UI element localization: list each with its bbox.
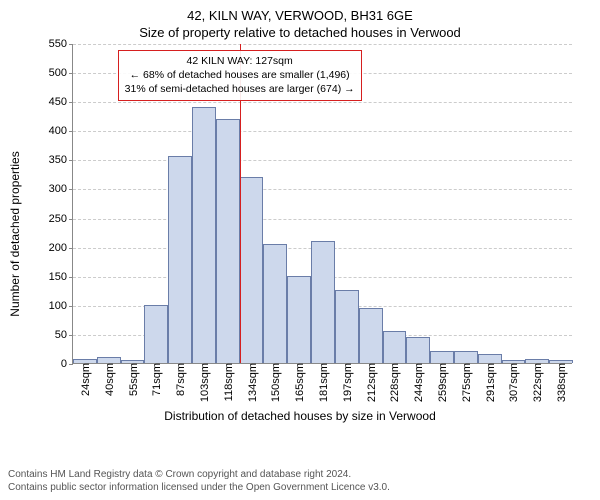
x-tick-label: 212sqm xyxy=(366,363,378,402)
plot-area: 05010015020025030035040045050055024sqm40… xyxy=(72,44,572,364)
histogram-bar xyxy=(359,308,383,363)
y-tick-label: 0 xyxy=(61,358,73,370)
gridline xyxy=(73,102,572,103)
histogram-bar xyxy=(335,290,359,363)
x-tick-label: 291sqm xyxy=(485,363,497,402)
y-tick-label: 350 xyxy=(49,154,73,166)
histogram-bar xyxy=(287,276,311,363)
y-tick-label: 450 xyxy=(49,96,73,108)
x-tick-label: 181sqm xyxy=(318,363,330,402)
x-tick-label: 228sqm xyxy=(389,363,401,402)
histogram-bar xyxy=(168,156,192,363)
gridline xyxy=(73,219,572,220)
y-tick-label: 500 xyxy=(49,67,73,79)
gridline xyxy=(73,160,572,161)
annotation-line: ← 68% of detached houses are smaller (1,… xyxy=(125,68,355,82)
gridline xyxy=(73,189,572,190)
histogram-bar xyxy=(216,119,240,363)
histogram-bar xyxy=(144,305,168,363)
x-tick-label: 244sqm xyxy=(413,363,425,402)
y-axis-label: Number of detached properties xyxy=(8,151,22,316)
footer-line: Contains public sector information licen… xyxy=(8,482,390,495)
y-tick-label: 200 xyxy=(49,242,73,254)
y-tick-label: 150 xyxy=(49,271,73,283)
x-tick-label: 307sqm xyxy=(508,363,520,402)
chart-container: Number of detached properties 0501001502… xyxy=(20,44,580,424)
x-tick-label: 87sqm xyxy=(175,363,187,396)
y-tick-label: 550 xyxy=(49,38,73,50)
x-tick-label: 165sqm xyxy=(294,363,306,402)
histogram-bar xyxy=(240,177,264,363)
x-tick-label: 40sqm xyxy=(104,363,116,396)
x-tick-label: 322sqm xyxy=(532,363,544,402)
annotation-line: 42 KILN WAY: 127sqm xyxy=(125,54,355,68)
x-tick-label: 338sqm xyxy=(556,363,568,402)
y-tick-label: 50 xyxy=(55,329,73,341)
annotation-line: 31% of semi-detached houses are larger (… xyxy=(125,82,355,96)
histogram-bar xyxy=(192,107,216,363)
attribution-footer: Contains HM Land Registry data © Crown c… xyxy=(8,469,390,494)
gridline xyxy=(73,131,572,132)
x-tick-label: 259sqm xyxy=(437,363,449,402)
x-tick-label: 71sqm xyxy=(151,363,163,396)
footer-line: Contains HM Land Registry data © Crown c… xyxy=(8,469,390,482)
x-tick-label: 55sqm xyxy=(128,363,140,396)
y-tick-label: 250 xyxy=(49,213,73,225)
x-tick-label: 103sqm xyxy=(199,363,211,402)
x-tick-label: 134sqm xyxy=(247,363,259,402)
y-tick-label: 400 xyxy=(49,125,73,137)
y-tick-label: 300 xyxy=(49,183,73,195)
x-tick-label: 150sqm xyxy=(270,363,282,402)
x-tick-label: 275sqm xyxy=(461,363,473,402)
x-tick-label: 197sqm xyxy=(342,363,354,402)
chart-title-main: 42, KILN WAY, VERWOOD, BH31 6GE xyxy=(0,0,600,23)
gridline xyxy=(73,44,572,45)
histogram-bar xyxy=(263,244,287,363)
y-tick-label: 100 xyxy=(49,300,73,312)
histogram-bar xyxy=(383,331,407,363)
x-tick-label: 118sqm xyxy=(223,363,235,401)
histogram-bar xyxy=(311,241,335,363)
histogram-bar xyxy=(478,354,502,363)
annotation-box: 42 KILN WAY: 127sqm← 68% of detached hou… xyxy=(118,50,362,101)
histogram-bar xyxy=(454,351,478,363)
histogram-bar xyxy=(406,337,430,363)
x-axis-caption: Distribution of detached houses by size … xyxy=(20,409,580,423)
histogram-bar xyxy=(430,351,454,363)
chart-title-sub: Size of property relative to detached ho… xyxy=(0,23,600,40)
x-tick-label: 24sqm xyxy=(80,363,92,396)
